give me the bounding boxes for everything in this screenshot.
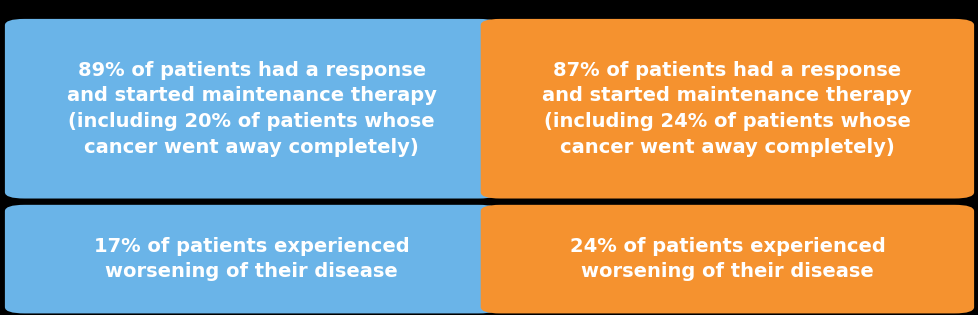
Text: 17% of patients experienced
worsening of their disease: 17% of patients experienced worsening of… [94,237,409,282]
FancyBboxPatch shape [5,19,498,198]
Text: 24% of patients experienced
worsening of their disease: 24% of patients experienced worsening of… [569,237,884,282]
FancyBboxPatch shape [480,19,973,198]
Text: 87% of patients had a response
and started maintenance therapy
(including 24% of: 87% of patients had a response and start… [542,60,911,157]
FancyBboxPatch shape [5,205,498,313]
FancyBboxPatch shape [480,205,973,313]
Text: 89% of patients had a response
and started maintenance therapy
(including 20% of: 89% of patients had a response and start… [67,60,436,157]
